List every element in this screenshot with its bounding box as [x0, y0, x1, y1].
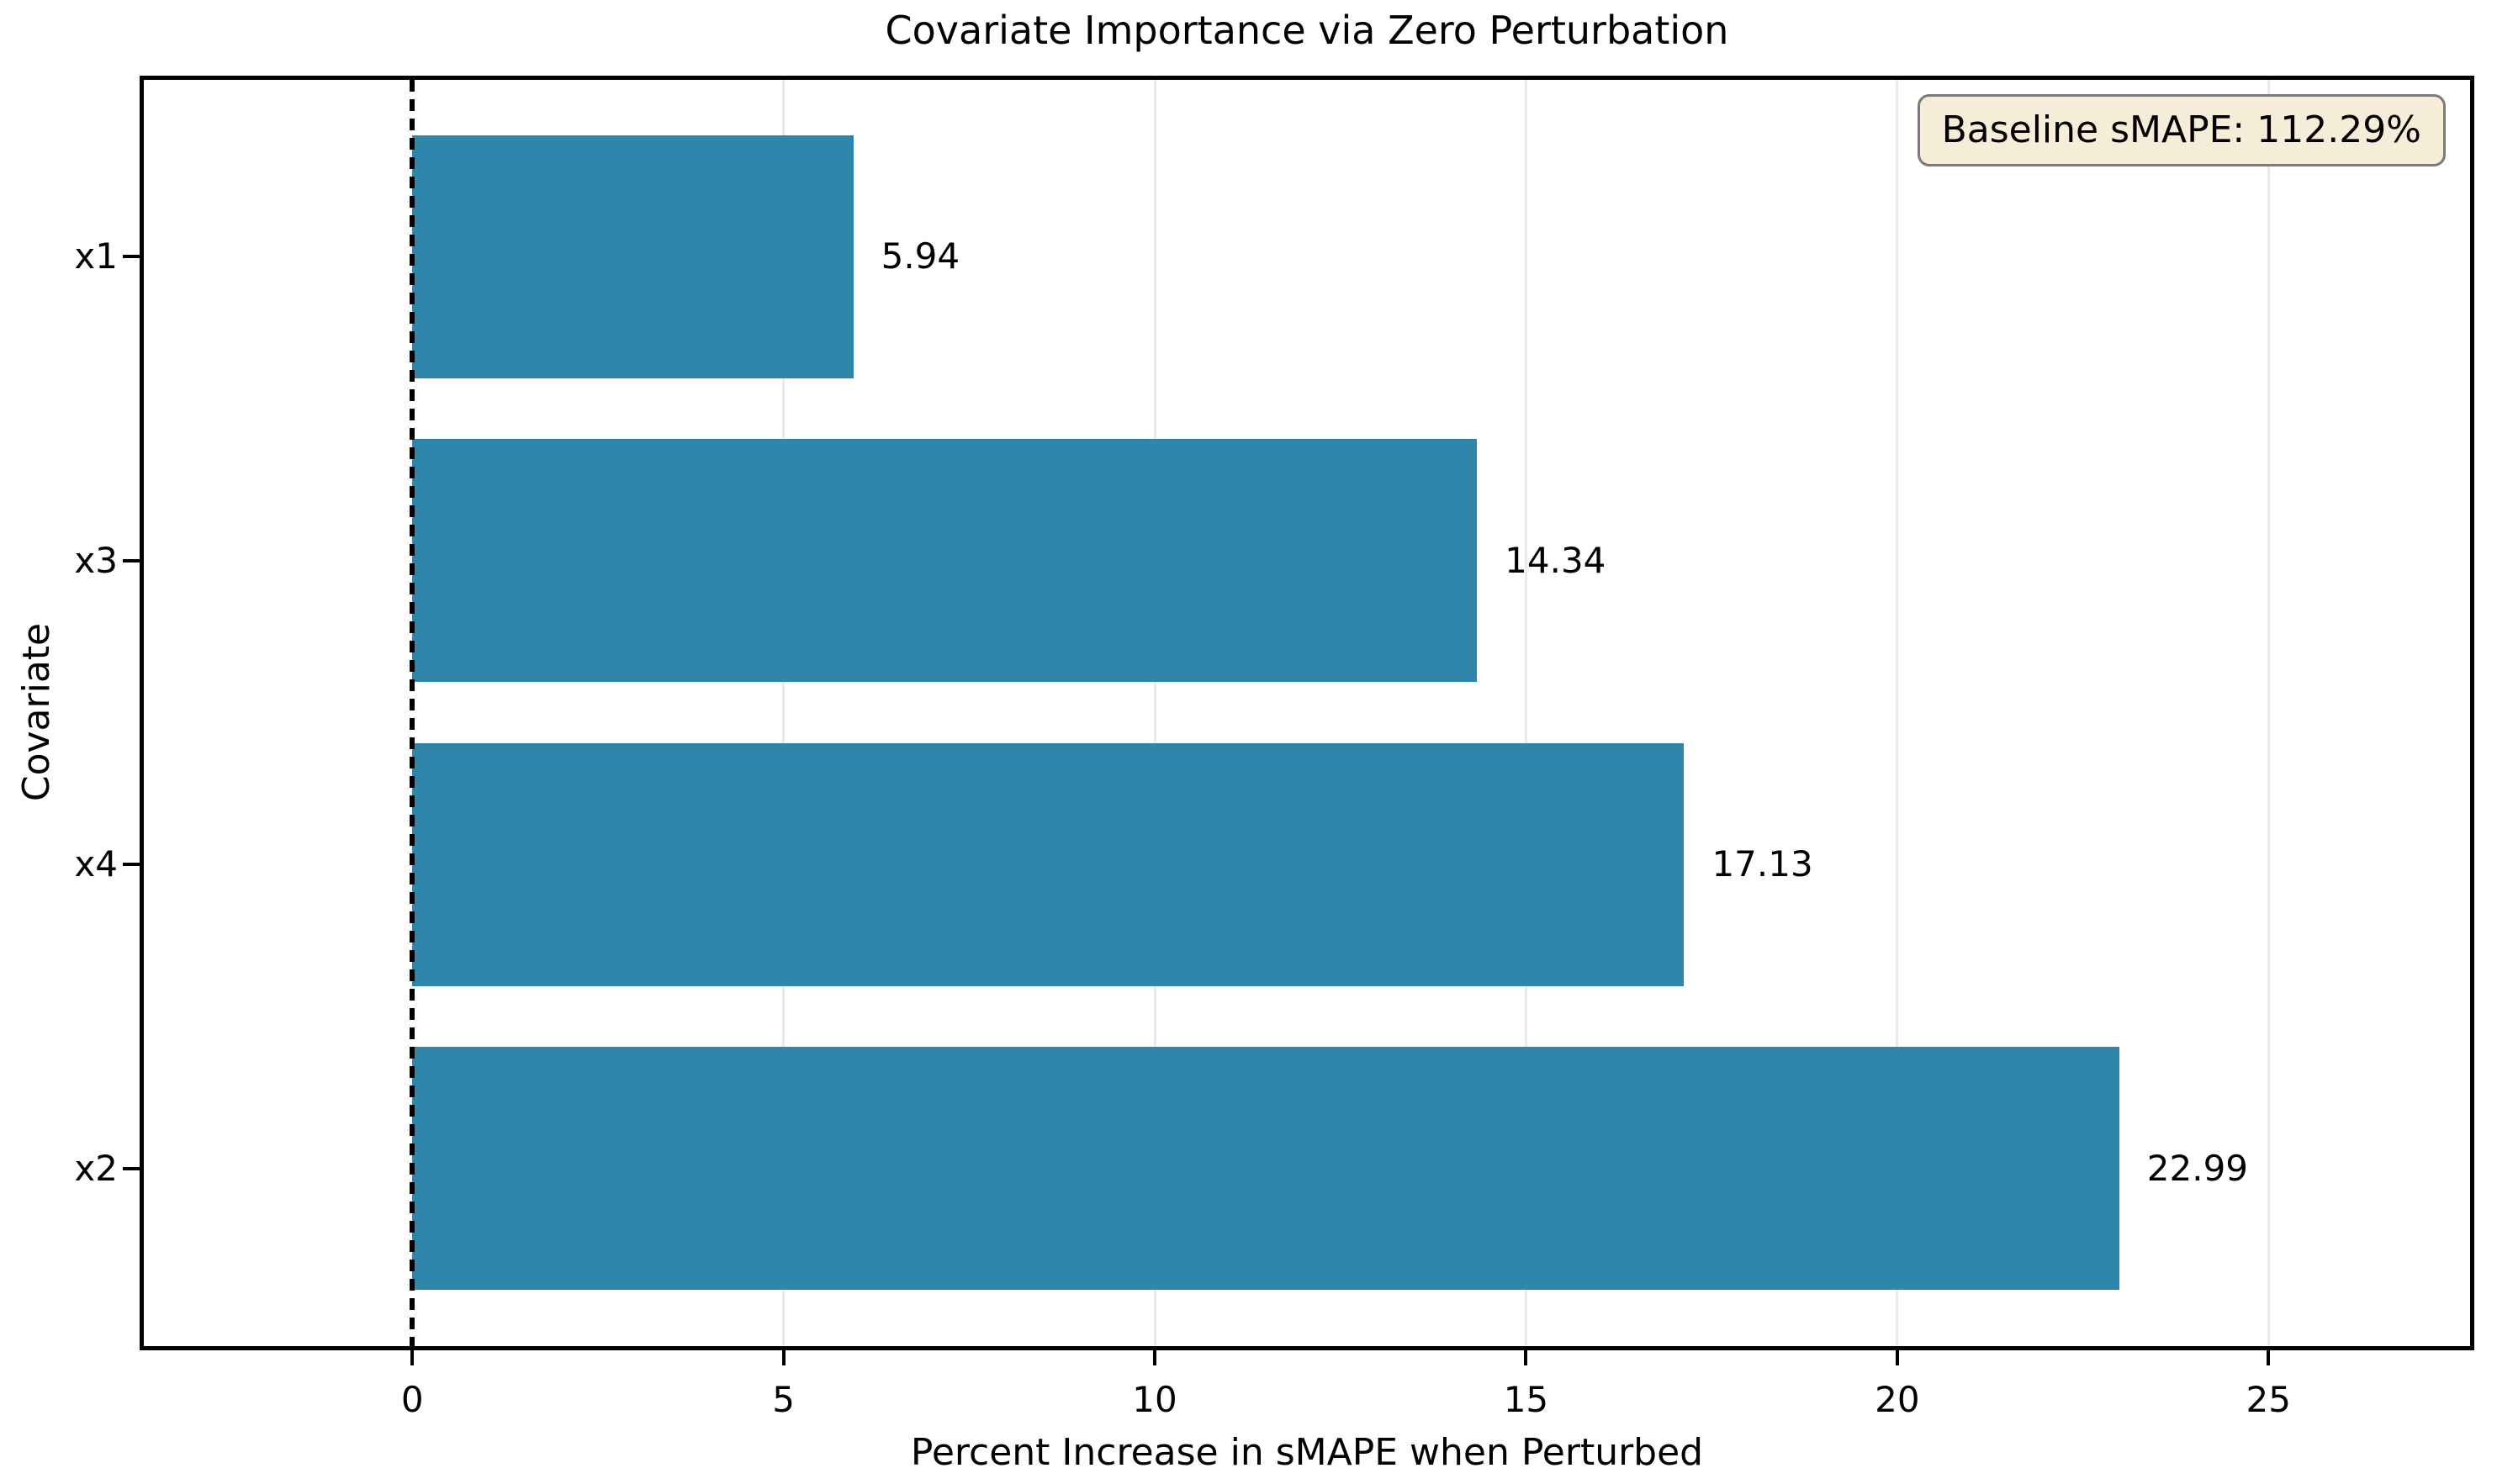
- y-tick-mark: [123, 255, 141, 259]
- x-tick-label: 20: [1875, 1379, 1920, 1420]
- y-axis-label: Covariate: [15, 622, 58, 802]
- gridline: [782, 80, 786, 1345]
- x-tick-label: 15: [1503, 1379, 1549, 1420]
- x-tick-label: 0: [400, 1379, 424, 1420]
- y-tick-mark: [123, 558, 141, 562]
- x-tick-label: 25: [2246, 1379, 2291, 1420]
- axes-frame: [140, 76, 2474, 1350]
- bar: [412, 439, 1478, 683]
- x-tick-mark: [1895, 1349, 1899, 1365]
- bar: [412, 135, 854, 378]
- x-tick-mark: [410, 1349, 415, 1365]
- bar-value-label: 22.99: [2146, 1147, 2249, 1189]
- x-tick-mark: [1524, 1349, 1528, 1365]
- chart-title: Covariate Importance via Zero Perturbati…: [885, 8, 1729, 53]
- gridline: [1153, 80, 1156, 1345]
- x-tick-label: 10: [1132, 1379, 1177, 1420]
- y-tick-mark: [123, 1166, 141, 1170]
- baseline-annotation: Baseline sMAPE: 112.29%: [1917, 94, 2446, 166]
- x-tick-mark: [781, 1349, 786, 1365]
- bar: [412, 1047, 2119, 1291]
- x-tick-label: 5: [772, 1379, 795, 1420]
- gridline: [1896, 80, 1899, 1345]
- y-tick-label: x1: [74, 235, 118, 277]
- x-axis-label: Percent Increase in sMAPE when Perturbed: [910, 1431, 1704, 1474]
- bar-value-label: 5.94: [881, 235, 960, 277]
- y-tick-label: x3: [74, 539, 118, 581]
- gridline: [2267, 80, 2270, 1345]
- x-tick-mark: [1153, 1349, 1157, 1365]
- y-tick-label: x2: [74, 1147, 118, 1189]
- bar: [412, 742, 1685, 986]
- zero-reference-line: [410, 80, 415, 1347]
- y-tick-label: x4: [74, 843, 118, 885]
- x-tick-mark: [2267, 1349, 2271, 1365]
- bar-value-label: 17.13: [1711, 843, 1813, 885]
- bar-value-label: 14.34: [1505, 539, 1606, 581]
- gridline: [1524, 80, 1527, 1345]
- y-tick-mark: [123, 863, 141, 867]
